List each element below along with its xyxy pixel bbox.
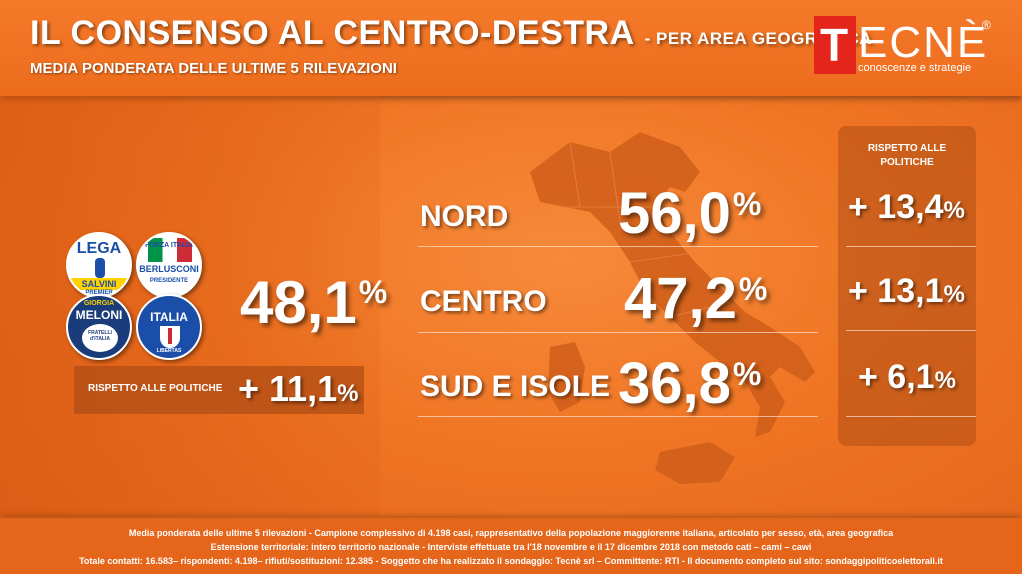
percent-sign: % [934,367,956,394]
forza-italia-top: FORZA ITALIA [145,242,193,249]
italia-logo: ITALIA LIBERTAS [136,294,202,360]
italia-sub: LIBERTAS [156,348,182,354]
delta-sud: + 6,1% [858,358,956,397]
delta-centro: + 13,1% [848,272,965,311]
delta-number: + 11,1 [238,368,338,409]
region-name-centro: CENTRO [420,285,547,318]
logo-tagline: conoscenze e strategie [858,62,972,74]
region-name-nord: NORD [420,200,509,233]
delta-panel: RISPETTO ALLE POLITICHE + 13,4% + 13,1% … [838,126,976,446]
delta-value: + 13,4 [848,188,944,226]
percent-sign: % [943,281,965,308]
total-value: 48,1% [240,268,387,337]
delta-nord: + 13,4% [848,188,965,227]
divider [846,416,976,417]
alberto-da-giussano-icon [95,258,105,278]
delta-value: + 6,1 [858,358,935,396]
party-logos: LEGA SALVINI PREMIER FORZA ITALIA BERLUS… [64,232,208,360]
total-delta-value: + 11,1% [238,368,358,410]
delta-panel-title: RISPETTO ALLE POLITICHE [838,142,976,170]
total-delta-box: RISPETTO ALLE POLITICHE + 11,1% [74,366,364,414]
cross-icon [168,328,172,344]
percent-sign: % [337,380,359,407]
footer-line-2: Estensione territoriale: intero territor… [210,542,812,552]
title-main: IL CONSENSO AL CENTRO-DESTRA [30,14,635,52]
percent-sign: % [943,197,965,224]
registered-mark: ® [982,18,991,32]
italia-name: ITALIA [150,310,188,324]
region-value-nord: 56,0% [618,180,761,247]
total-number: 48,1 [240,269,357,336]
footer-line-1: Media ponderata delle ultime 5 rilevazio… [128,528,894,538]
divider [418,246,818,247]
flag-icon [148,238,192,262]
percent-sign: % [732,186,762,222]
forza-italia-leader: BERLUSCONI [139,264,199,274]
fratelli-italia-logo: GIORGIA MELONI FRATELLI d'ITALIA [66,294,132,360]
lega-leader: SALVINI [68,278,130,290]
italy-map-icon [530,132,815,484]
region-value-number: 36,8 [618,351,731,416]
fdi-leader-first: GIORGIA [83,300,115,307]
total-delta-label: RISPETTO ALLE POLITICHE [88,383,223,394]
lega-role: PREMIER [85,290,113,296]
forza-italia-logo: FORZA ITALIA BERLUSCONI PRESIDENTE [136,232,202,298]
region-value-centro: 47,2% [624,265,767,332]
percent-sign: % [358,274,388,310]
divider [418,332,818,333]
lega-logo: LEGA SALVINI PREMIER [66,232,132,298]
divider [846,330,976,331]
fdi-leader: MELONI [75,308,123,322]
tecne-logo: T ECNÈ ® conoscenze e strategie [814,16,994,78]
page-title: IL CONSENSO AL CENTRO-DESTRA - PER AREA G… [30,14,872,53]
percent-sign: % [738,271,768,307]
percent-sign: % [732,356,762,392]
header: IL CONSENSO AL CENTRO-DESTRA - PER AREA G… [0,0,1022,96]
region-value-number: 56,0 [618,181,731,246]
region-value-number: 47,2 [624,266,737,331]
delta-value: + 13,1 [848,272,944,310]
fdi-name: FRATELLI d'ITALIA [88,330,112,342]
page-subtitle: MEDIA PONDERATA DELLE ULTIME 5 RILEVAZIO… [30,60,397,77]
region-value-sud: 36,8% [618,350,761,417]
logo-red-box [814,16,856,74]
fdi-inner-circle [82,324,118,352]
footer-notes: Media ponderata delle ultime 5 rilevazio… [0,518,1022,574]
logo-wordmark: ECNÈ [858,18,989,67]
footer-line-3: Totale contatti: 16.583– rispondenti: 4.… [79,556,943,566]
lega-top: LEGA [76,240,122,257]
forza-italia-role: PRESIDENTE [149,278,189,284]
divider [418,416,818,417]
delta-panel-title-text: RISPETTO ALLE POLITICHE [867,143,947,168]
logo-first-letter: T [820,19,849,71]
region-name-sud: SUD E ISOLE [420,370,611,403]
divider [846,246,976,247]
